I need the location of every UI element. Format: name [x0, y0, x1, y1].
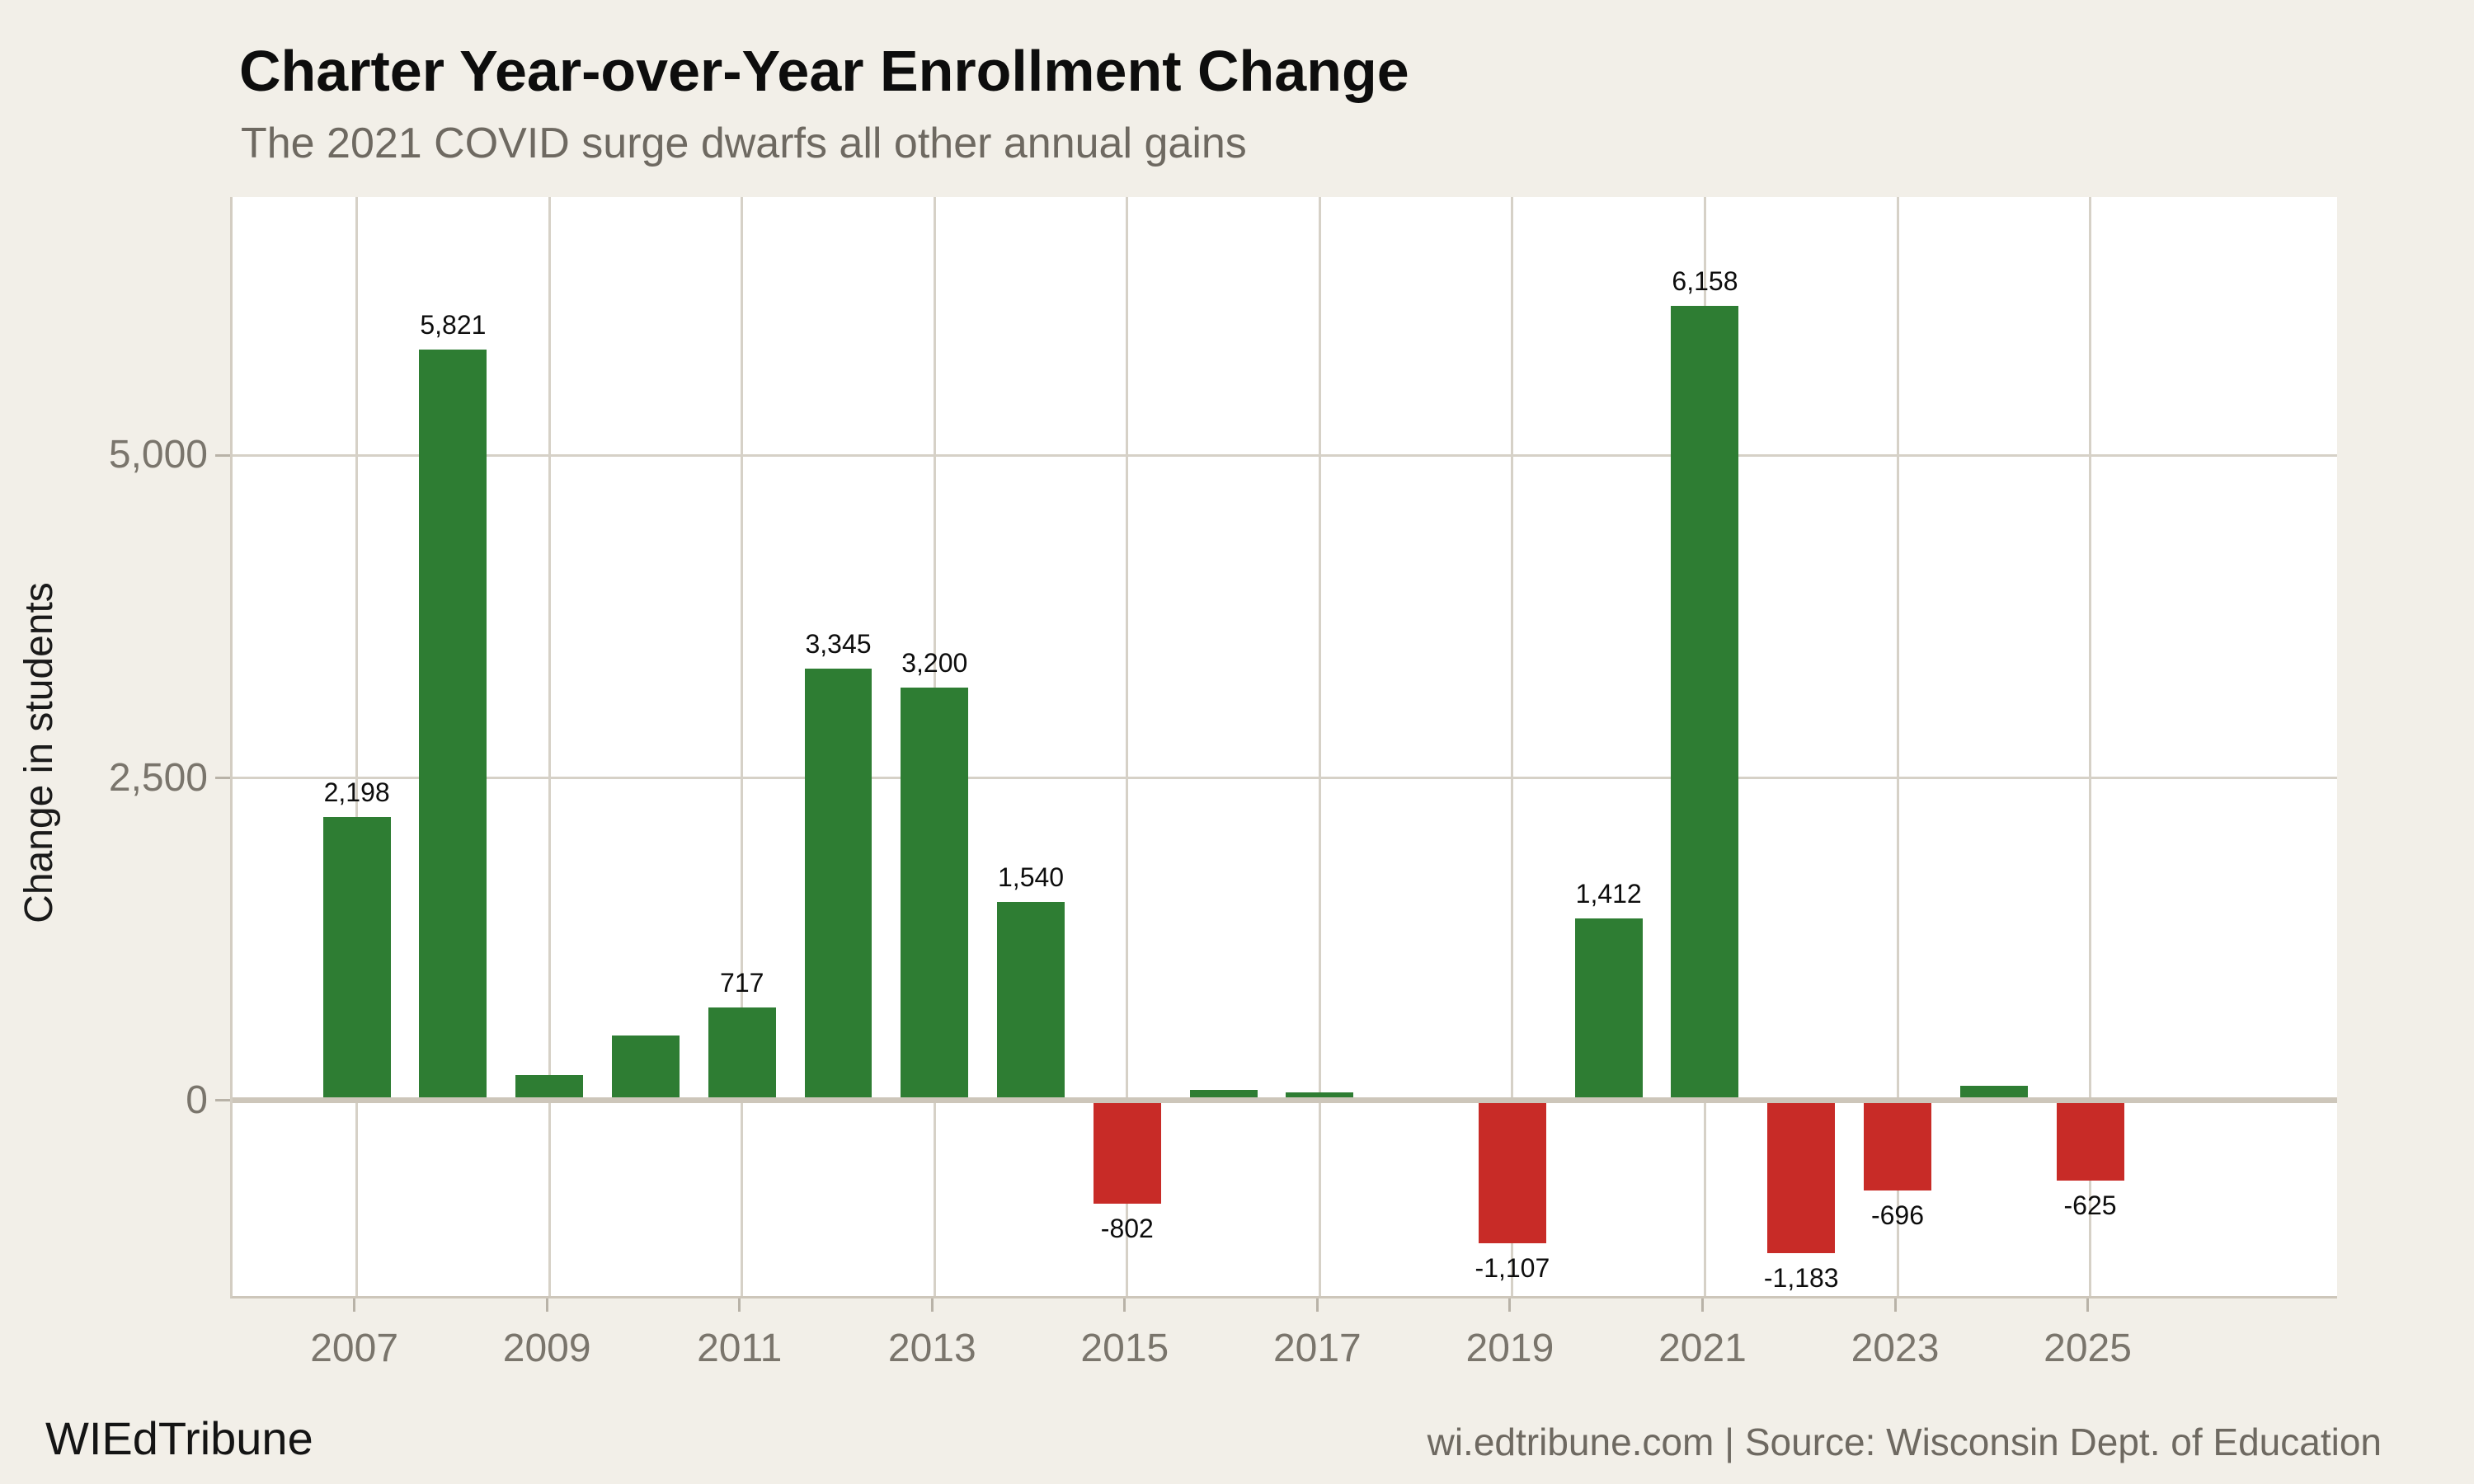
chart-subtitle: The 2021 COVID surge dwarfs all other an…: [241, 120, 1247, 167]
x-tick-label-2019: 2019: [1465, 1327, 1554, 1370]
gridline-x-2009: [548, 197, 551, 1296]
y-tick-0: [215, 1099, 230, 1102]
zero-axis-line: [233, 1097, 2337, 1104]
gridline-x-2025: [2089, 197, 2092, 1296]
plot-panel: 2,198 5,821 717 3,345 3,200 1,540 -802 -1,107 1,…: [230, 197, 2337, 1298]
gridline-x-2007: [355, 197, 359, 1296]
x-tick-2009: [545, 1298, 548, 1312]
x-tick-label-2009: 2009: [502, 1327, 591, 1370]
bar-label-2015: -802: [1100, 1214, 1154, 1244]
bar-label-2011: 717: [720, 968, 764, 998]
bar-2021: [1671, 306, 1739, 1101]
y-tick-label-5000: 5,000: [108, 433, 208, 477]
x-tick-2025: [2086, 1298, 2090, 1312]
bar-label-2021: 6,158: [1672, 266, 1738, 297]
bar-2007: [322, 816, 391, 1101]
bar-2019: [1478, 1100, 1546, 1243]
x-tick-2019: [1508, 1298, 1512, 1312]
x-tick-label-2007: 2007: [310, 1327, 399, 1370]
bar-label-2013: 3,200: [901, 648, 968, 678]
gridline-x-2015: [1126, 197, 1129, 1296]
bar-label-2008: 5,821: [420, 309, 487, 340]
bar-2011: [708, 1007, 776, 1101]
bar-label-2025: -625: [2063, 1190, 2117, 1221]
bar-label-2014: 1,540: [998, 862, 1065, 892]
x-tick-2021: [1700, 1298, 1704, 1312]
footer-brand: WIEdTribune: [45, 1412, 313, 1464]
footer-source-attribution: wi.edtribune.com | Source: Wisconsin Dep…: [1427, 1421, 2382, 1463]
x-tick-2015: [1123, 1298, 1126, 1312]
bar-2015: [1093, 1100, 1161, 1205]
x-tick-2017: [1315, 1298, 1319, 1312]
x-tick-2011: [738, 1298, 741, 1312]
y-tick-label-2500: 2,500: [108, 755, 208, 800]
bar-2012: [804, 669, 872, 1101]
bar-2025: [2056, 1100, 2124, 1181]
x-tick-2023: [1893, 1298, 1897, 1312]
gridline-x-2023: [1896, 197, 1899, 1296]
x-tick-label-2021: 2021: [1658, 1327, 1747, 1370]
bar-label-2019: -1,107: [1475, 1252, 1550, 1283]
x-tick-label-2013: 2013: [887, 1327, 976, 1370]
x-tick-label-2017: 2017: [1272, 1327, 1362, 1370]
chart-title: Charter Year-over-Year Enrollment Change: [239, 39, 1409, 103]
x-tick-label-2025: 2025: [2044, 1327, 2132, 1370]
y-tick-2500: [215, 777, 230, 780]
gridline-x-2011: [741, 197, 744, 1296]
x-tick-2013: [930, 1298, 934, 1312]
bar-2010: [611, 1036, 680, 1101]
gridline-y-5000: [233, 453, 2337, 457]
bar-label-2022: -1,183: [1763, 1262, 1839, 1293]
bar-2020: [1574, 918, 1643, 1101]
bar-2014: [997, 901, 1065, 1101]
bar-2017: [1286, 1092, 1354, 1101]
x-tick-label-2011: 2011: [697, 1327, 783, 1370]
bar-label-2007: 2,198: [323, 777, 390, 807]
bar-label-2020: 1,412: [1575, 878, 1642, 909]
bar-2022: [1767, 1100, 1836, 1253]
y-axis-title: Change in students: [17, 582, 61, 923]
y-tick-5000: [215, 453, 230, 457]
bar-2023: [1864, 1100, 1931, 1190]
bar-2008: [419, 349, 487, 1101]
x-tick-label-2015: 2015: [1080, 1327, 1169, 1370]
bar-label-2023: -696: [1870, 1200, 1925, 1230]
gridline-y-2500: [233, 777, 2337, 780]
x-tick-2007: [353, 1298, 356, 1312]
bar-2013: [901, 688, 969, 1101]
x-tick-label-2023: 2023: [1851, 1327, 1940, 1370]
bar-2024: [1959, 1086, 2028, 1101]
bar-label-2012: 3,345: [805, 629, 872, 660]
gridline-x-2017: [1318, 197, 1321, 1296]
gridline-x-2019: [1511, 197, 1514, 1296]
y-tick-label-0: 0: [186, 1078, 208, 1122]
bar-2009: [515, 1075, 584, 1101]
